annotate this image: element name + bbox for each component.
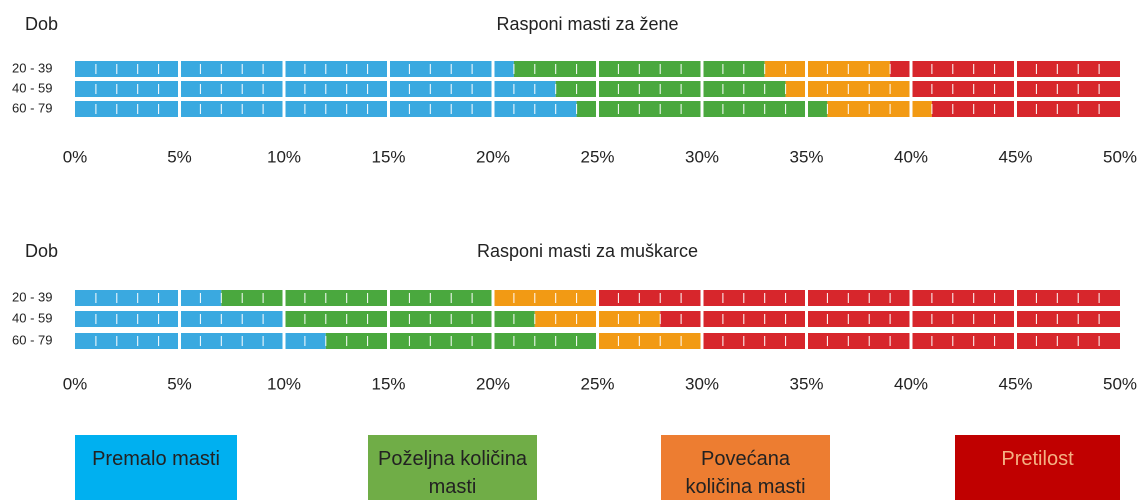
x-tick-label: 45%: [998, 374, 1032, 393]
bar-segment: [827, 101, 932, 117]
x-tick-label: 50%: [1103, 147, 1137, 166]
bar-segment: [597, 290, 1120, 306]
x-tick-label: 5%: [167, 147, 192, 166]
x-tick-label: 40%: [894, 147, 928, 166]
bar-segment: [325, 333, 598, 349]
y-tick-label: 40 - 59: [12, 80, 52, 95]
x-tick-label: 35%: [789, 374, 823, 393]
x-tick-label: 20%: [476, 374, 510, 393]
chart-title: Rasponi masti za žene: [496, 14, 678, 34]
x-tick-label: 20%: [476, 147, 510, 166]
x-tick-label: 30%: [685, 147, 719, 166]
x-tick-label: 10%: [267, 147, 301, 166]
x-tick-label: 50%: [1103, 374, 1137, 393]
x-tick-label: 15%: [371, 374, 405, 393]
y-tick-label: 60 - 79: [12, 100, 52, 115]
legend-item: Poželjna količina masti: [368, 435, 537, 500]
y-tick-label: 60 - 79: [12, 332, 52, 347]
x-tick-label: 45%: [998, 147, 1032, 166]
x-tick-label: 25%: [580, 374, 614, 393]
bar-segment: [75, 290, 222, 306]
bar-segment: [221, 290, 494, 306]
bar-segment: [597, 333, 702, 349]
x-tick-label: 15%: [371, 147, 405, 166]
bar-segment: [75, 61, 514, 77]
y-tick-label: 20 - 39: [12, 60, 52, 75]
bar-segment: [890, 61, 1120, 77]
chart-title: Rasponi masti za muškarce: [477, 241, 698, 261]
x-tick-label: 35%: [789, 147, 823, 166]
x-tick-label: 5%: [167, 374, 192, 393]
x-tick-label: 40%: [894, 374, 928, 393]
legend-item: Pretilost: [955, 435, 1120, 500]
x-tick-label: 0%: [63, 147, 88, 166]
x-tick-label: 30%: [685, 374, 719, 393]
bar-segment: [931, 101, 1120, 117]
bar-segment: [555, 81, 786, 97]
bar-segment: [493, 290, 598, 306]
axis-label: Dob: [25, 241, 58, 261]
y-tick-label: 20 - 39: [12, 289, 52, 304]
x-tick-label: 0%: [63, 374, 88, 393]
x-tick-label: 25%: [580, 147, 614, 166]
legend-item: Povećana količina masti: [661, 435, 830, 500]
y-tick-label: 40 - 59: [12, 310, 52, 325]
axis-label: Dob: [25, 14, 58, 34]
x-tick-label: 10%: [267, 374, 301, 393]
legend-item: Premalo masti: [75, 435, 237, 500]
bar-segment: [75, 81, 556, 97]
